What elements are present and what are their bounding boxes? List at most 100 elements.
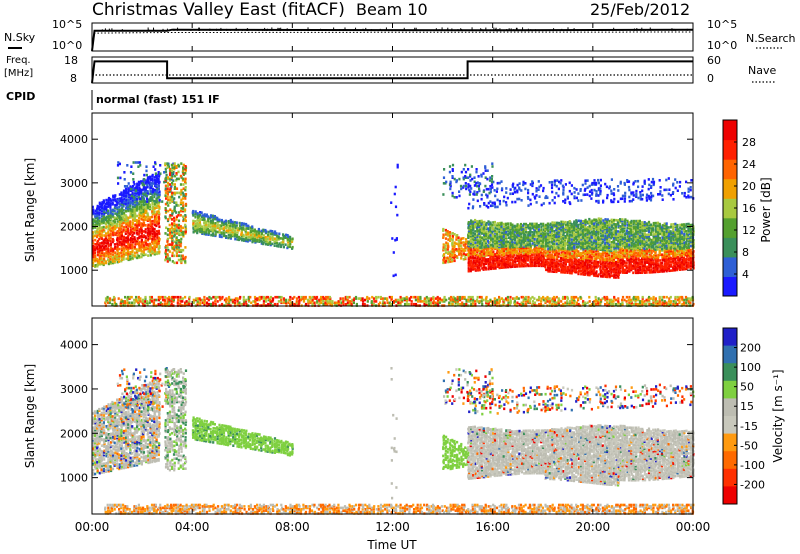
power-cell xyxy=(322,295,325,299)
power-cell xyxy=(118,203,121,206)
power-cell xyxy=(140,199,143,203)
power-cell xyxy=(575,254,578,257)
power-cell xyxy=(584,234,587,237)
power-cell xyxy=(199,298,202,302)
power-cell xyxy=(129,252,132,255)
power-cell xyxy=(542,257,546,261)
power-cell xyxy=(471,234,474,238)
power-cell xyxy=(171,251,174,255)
power-cell xyxy=(113,243,116,246)
power-cell xyxy=(480,260,483,263)
power-cell xyxy=(470,223,473,227)
power-cell xyxy=(579,219,582,223)
power-cell xyxy=(351,298,354,302)
power-cell xyxy=(579,295,582,299)
power-cell xyxy=(522,300,525,303)
power-cell xyxy=(551,229,554,233)
power-cell xyxy=(135,199,138,202)
power-cell xyxy=(196,302,199,306)
power-cell xyxy=(485,224,488,228)
power-cell xyxy=(674,301,677,305)
power-cell xyxy=(557,262,560,265)
power-cell xyxy=(583,262,587,265)
power-cell xyxy=(553,300,556,303)
power-cell xyxy=(100,220,103,224)
power-cell xyxy=(94,212,97,215)
power-cell xyxy=(92,264,95,267)
power-cell xyxy=(221,221,224,225)
power-cell xyxy=(128,221,132,225)
power-cell xyxy=(214,234,217,238)
power-cell xyxy=(286,234,289,237)
power-cell xyxy=(548,249,552,252)
power-cell xyxy=(470,248,473,252)
power-cell xyxy=(138,161,141,164)
power-cell xyxy=(536,228,539,231)
power-cell xyxy=(324,298,327,302)
power-cell xyxy=(575,220,578,224)
power-cell xyxy=(408,297,411,300)
power-cell xyxy=(218,231,221,234)
power-cell xyxy=(122,221,125,225)
power-cell xyxy=(506,261,509,265)
power-cell xyxy=(474,244,477,247)
power-cell xyxy=(118,226,121,230)
power-cell xyxy=(150,184,154,188)
power-cell xyxy=(115,231,118,234)
power-cell xyxy=(446,243,450,247)
power-cell xyxy=(148,295,152,299)
power-cell xyxy=(288,239,291,243)
power-cell xyxy=(363,302,366,306)
power-cell xyxy=(495,259,498,263)
power-cell xyxy=(584,218,587,222)
power-cell xyxy=(553,302,556,306)
power-cell xyxy=(246,240,249,243)
power-cell xyxy=(597,301,600,305)
power-cell xyxy=(520,246,523,250)
power-cell xyxy=(580,223,583,227)
power-cell xyxy=(457,243,460,246)
power-cell xyxy=(273,241,276,245)
power-cell xyxy=(153,211,156,214)
power-cell xyxy=(180,258,183,262)
power-cell xyxy=(151,211,154,215)
power-cell xyxy=(182,234,185,238)
power-cell xyxy=(156,200,159,204)
power-cell xyxy=(311,300,314,303)
power-cell xyxy=(481,257,484,260)
power-cell xyxy=(498,244,501,247)
power-cell xyxy=(143,248,146,251)
power-cell xyxy=(203,218,206,222)
power-cell xyxy=(542,261,545,265)
power-cell xyxy=(175,218,178,221)
power-cell xyxy=(566,242,569,245)
power-cell xyxy=(116,207,119,211)
power-cell xyxy=(586,249,589,253)
power-cell xyxy=(657,301,660,305)
power-cell xyxy=(588,272,592,275)
power-cell xyxy=(151,252,154,255)
power-cell xyxy=(591,230,594,234)
power-cell xyxy=(550,225,553,229)
power-cell xyxy=(650,302,653,306)
power-cell xyxy=(94,264,97,267)
power-cell xyxy=(120,298,123,302)
power-cell xyxy=(213,226,216,229)
power-cell xyxy=(173,162,176,165)
power-cell xyxy=(192,298,195,302)
power-cell xyxy=(509,254,512,257)
power-cell xyxy=(484,234,487,238)
power-cell xyxy=(149,224,152,228)
power-cell xyxy=(173,166,176,169)
power-cell xyxy=(302,300,306,303)
power-cell xyxy=(518,227,521,230)
power-cell xyxy=(246,238,250,242)
power-cell xyxy=(144,189,147,192)
power-cell xyxy=(148,203,151,207)
power-cell xyxy=(549,235,552,238)
power-cell xyxy=(210,221,213,224)
power-cell xyxy=(469,297,472,300)
power-cell xyxy=(123,171,126,174)
power-cell xyxy=(192,209,195,213)
power-cell xyxy=(271,242,274,246)
